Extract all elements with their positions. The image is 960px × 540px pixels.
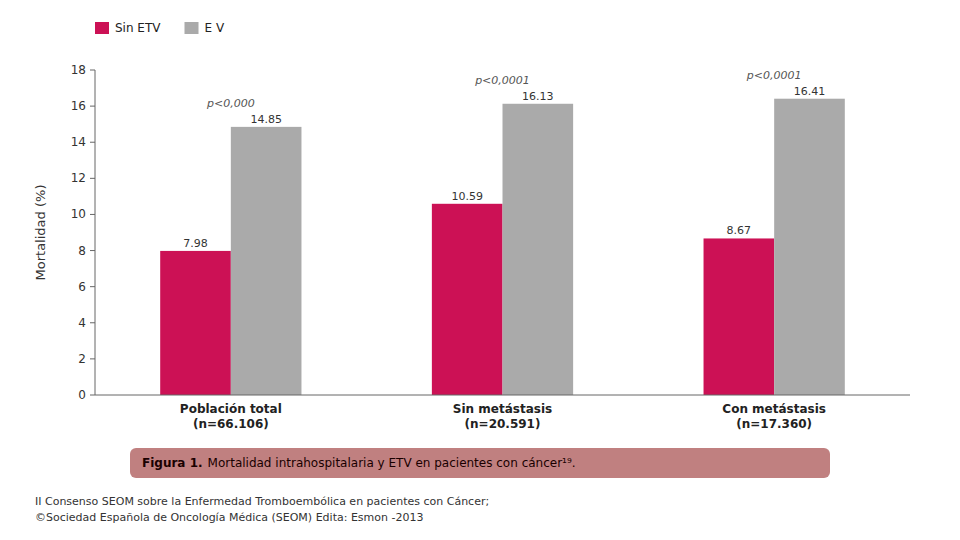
- data-label: 14.85: [250, 113, 282, 126]
- y-tick: [90, 70, 95, 71]
- x-tick-label-line: (n=17.360): [736, 417, 812, 431]
- y-tick: [90, 286, 95, 287]
- data-label: 16.41: [794, 85, 826, 98]
- y-tick-label: 18: [71, 63, 86, 77]
- x-tick-label: Sin metástasis(n=20.591): [453, 402, 552, 431]
- annotation: p<0,000: [206, 97, 255, 110]
- y-tick: [90, 106, 95, 107]
- bars: [160, 99, 845, 395]
- y-tick: [90, 322, 95, 323]
- bar: [432, 204, 503, 395]
- bar: [503, 104, 574, 395]
- x-tick-label-line: Población total: [180, 402, 282, 416]
- legend-swatch: [95, 22, 109, 34]
- footer-note: II Consenso SEOM sobre la Enfermedad Tro…: [35, 495, 489, 508]
- y-tick: [90, 395, 95, 396]
- y-tick-label: 10: [71, 207, 86, 221]
- footer-note: ©Sociedad Española de Oncología Médica (…: [35, 511, 423, 524]
- x-tick-label-line: (n=20.591): [465, 417, 541, 431]
- y-tick: [90, 214, 95, 215]
- x-axis: [95, 395, 910, 396]
- bar: [231, 127, 302, 395]
- x-tick-label: Con metástasis(n=17.360): [722, 402, 826, 431]
- data-label: 7.98: [183, 237, 208, 250]
- annotation: p<0,0001: [746, 69, 802, 82]
- legend-label: E V: [205, 21, 225, 35]
- annotation: p<0,0001: [474, 74, 530, 87]
- data-label: 10.59: [451, 190, 483, 203]
- y-tick-label: 0: [78, 388, 86, 402]
- data-label: 16.13: [522, 90, 554, 103]
- y-tick-label: 14: [71, 135, 86, 149]
- bar: [160, 251, 231, 395]
- y-tick-label: 16: [71, 99, 86, 113]
- y-tick: [90, 142, 95, 143]
- y-tick-label: 6: [78, 280, 86, 294]
- caption: Figura 1. Mortalidad intrahospitalaria y …: [142, 456, 576, 470]
- data-label: 8.67: [727, 224, 752, 237]
- x-tick-label-line: (n=66.106): [193, 417, 269, 431]
- y-tick: [90, 358, 95, 359]
- y-tick-label: 4: [78, 316, 86, 330]
- y-tick-label: 8: [78, 244, 86, 258]
- title: Figura 1.: [142, 456, 203, 470]
- x-tick-label-line: Sin metástasis: [453, 402, 552, 416]
- y-tick: [90, 178, 95, 179]
- chart: 7.98 10.59 8.67 14.85 16.13 16.41 p<0,000 p<0,0…: [0, 0, 960, 540]
- legend-swatch: [185, 22, 199, 34]
- subtitle: Mortalidad intrahospitalaria y ETV en pa…: [208, 456, 576, 470]
- x-tick-label-line: Con metástasis: [722, 402, 826, 416]
- legend-label: Sin ETV: [115, 21, 161, 35]
- y-axis: [95, 70, 96, 395]
- y-tick-label: 12: [71, 171, 86, 185]
- bar: [774, 99, 845, 395]
- y-tick: [90, 250, 95, 251]
- bar: [704, 238, 775, 395]
- y-axis-label: Mortalidad (%): [33, 185, 48, 281]
- y-tick-label: 2: [78, 352, 86, 366]
- caption-box: [130, 448, 830, 478]
- x-tick-label: Población total(n=66.106): [180, 402, 282, 431]
